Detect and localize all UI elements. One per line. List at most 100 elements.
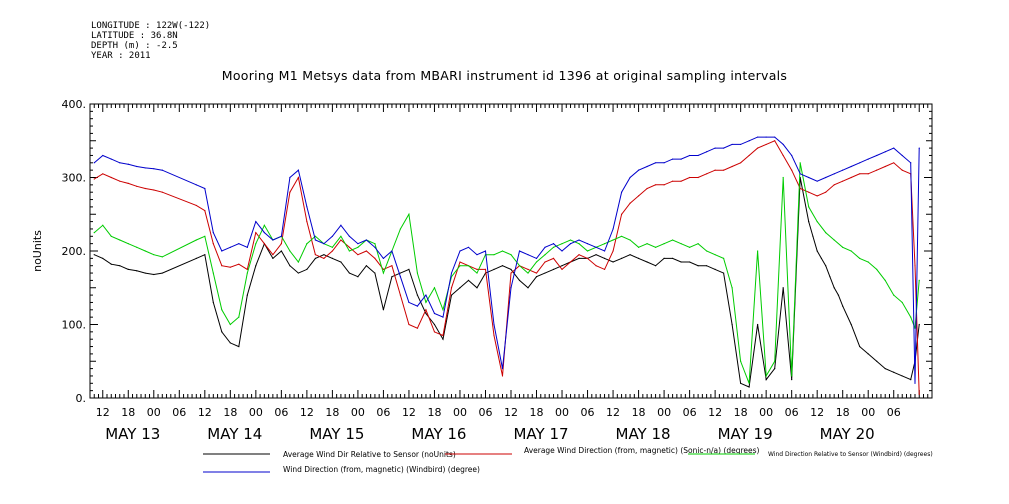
data-point (820, 257, 823, 259)
data-point (204, 254, 206, 256)
data-point (765, 136, 767, 138)
data-point (493, 323, 495, 326)
data-point (663, 162, 665, 164)
data-point (255, 265, 257, 267)
data-point (331, 257, 333, 259)
data-point (816, 195, 818, 197)
x-day-label: MAY 16 (411, 425, 466, 443)
data-point (850, 323, 852, 326)
data-point (263, 232, 265, 234)
data-point (671, 180, 674, 182)
data-point (136, 270, 138, 272)
data-point (646, 165, 648, 168)
data-point (859, 257, 861, 259)
data-point (859, 173, 861, 175)
data-point (544, 261, 546, 263)
x-tick-label: 12 (708, 406, 722, 419)
data-point (527, 268, 529, 270)
data-point (833, 239, 835, 241)
data-point (603, 268, 606, 270)
data-point (893, 294, 895, 296)
data-point (910, 379, 912, 381)
data-point (119, 162, 121, 164)
data-point (493, 254, 495, 256)
data-point (595, 254, 597, 256)
data-point (153, 168, 155, 170)
data-point (221, 309, 223, 311)
data-point (374, 257, 376, 259)
data-point (731, 323, 733, 326)
data-point (518, 279, 521, 281)
data-point (620, 213, 623, 215)
data-point (153, 254, 155, 256)
data-point (654, 246, 657, 248)
x-day-label: MAY 15 (309, 425, 364, 443)
data-point (671, 239, 674, 241)
data-point (289, 250, 291, 252)
data-point (289, 265, 291, 267)
data-point (654, 265, 657, 267)
data-point (221, 265, 223, 267)
data-point (748, 386, 750, 388)
data-point (918, 393, 920, 395)
x-tick-label: 18 (223, 406, 237, 419)
data-point (459, 265, 461, 267)
data-point (748, 382, 750, 384)
data-point (578, 257, 580, 259)
data-point (238, 243, 240, 245)
data-point (340, 239, 342, 241)
data-point (884, 165, 886, 168)
data-point (603, 250, 606, 252)
data-point (791, 154, 793, 157)
data-point (918, 279, 920, 281)
data-point (914, 327, 916, 329)
data-point (706, 265, 708, 267)
data-point (586, 250, 589, 252)
data-point (408, 323, 410, 326)
data-point (697, 154, 699, 157)
data-point (663, 243, 665, 245)
data-point (799, 187, 801, 190)
data-point (825, 265, 827, 267)
x-tick-label: 12 (300, 406, 314, 419)
data-point (561, 243, 563, 245)
data-point (646, 261, 648, 263)
data-point (510, 287, 512, 289)
data-point (808, 176, 810, 179)
data-point (901, 169, 903, 171)
data-point (408, 268, 410, 270)
data-point (603, 243, 606, 245)
data-point (442, 309, 444, 311)
data-point (697, 243, 699, 245)
data-point (799, 162, 801, 164)
axes-layer: 0. 100. 200. 300. 400. noUnits 12 18 00 06 12 18 00 0… (31, 98, 933, 443)
data-point (552, 268, 555, 270)
data-point (654, 162, 657, 164)
x-tick-label: 00 (249, 406, 263, 419)
data-point (467, 279, 470, 281)
data-point (433, 312, 436, 315)
series-line-0 (94, 177, 920, 388)
y-tick-label: 0. (76, 392, 87, 405)
data-point (723, 169, 725, 171)
data-point (493, 268, 495, 270)
x-tick-label: 12 (96, 406, 110, 419)
data-point (663, 184, 665, 186)
data-point (382, 309, 385, 311)
data-point (238, 345, 240, 348)
x-tick-label: 18 (530, 406, 544, 419)
data-point (476, 287, 478, 289)
data-point (518, 250, 521, 252)
y-tick-label: 300. (62, 172, 87, 185)
data-point (331, 235, 333, 237)
chart-title: Mooring M1 Metsys data from MBARI instru… (221, 68, 788, 83)
data-point (93, 178, 95, 180)
data-point (314, 254, 316, 256)
data-point (102, 154, 104, 157)
x-tick-label: 18 (734, 406, 748, 419)
data-point (365, 239, 368, 241)
data-point (127, 243, 129, 245)
data-point (399, 228, 402, 230)
data-point (246, 294, 248, 296)
data-point (833, 173, 835, 175)
